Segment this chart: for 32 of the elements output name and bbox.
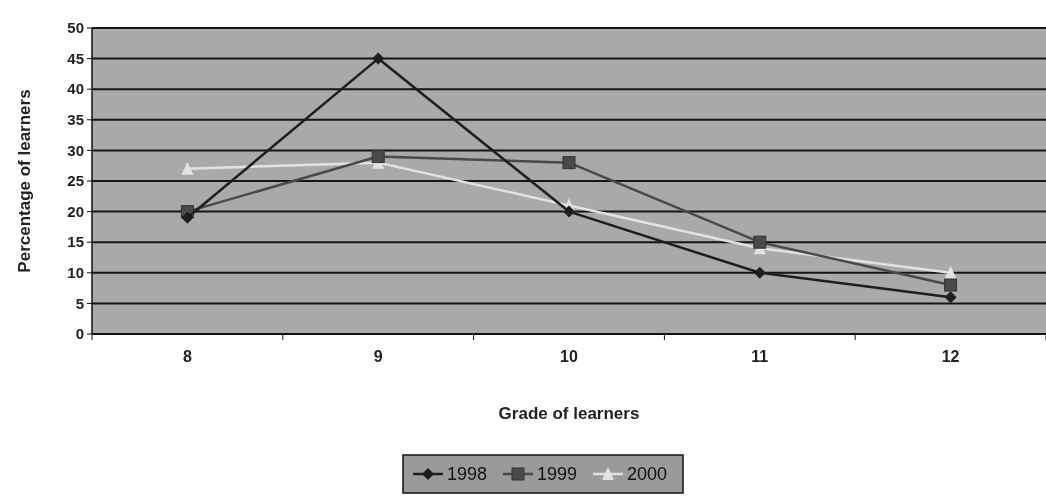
y-tick-label: 50 bbox=[67, 19, 84, 37]
x-axis-title: Grade of learners bbox=[498, 404, 640, 423]
x-tick-label: 11 bbox=[751, 348, 769, 365]
point bbox=[371, 150, 385, 164]
point bbox=[753, 266, 766, 279]
x-tick-label: 8 bbox=[182, 348, 192, 365]
y-axis-title: Percentage of learners bbox=[15, 89, 34, 273]
y-tick-label: 20 bbox=[67, 202, 84, 220]
point bbox=[372, 52, 385, 65]
y-tick-label: 35 bbox=[67, 111, 84, 129]
y-tick-label: 15 bbox=[67, 233, 84, 251]
point bbox=[944, 265, 957, 279]
point bbox=[944, 278, 958, 292]
point bbox=[181, 211, 194, 224]
y-tick-label: 10 bbox=[67, 264, 84, 282]
x-tick-label: 9 bbox=[373, 348, 383, 365]
y-tick-label: 40 bbox=[67, 80, 84, 98]
legend-label: 1999 bbox=[537, 464, 578, 485]
y-tick-label: 5 bbox=[75, 294, 84, 312]
point bbox=[944, 291, 957, 304]
y-tick-label: 30 bbox=[67, 141, 84, 159]
y-tick-label: 25 bbox=[67, 172, 84, 190]
y-tick-label: 0 bbox=[75, 325, 84, 343]
point bbox=[562, 156, 576, 170]
legend-label: 2000 bbox=[627, 464, 668, 485]
point bbox=[753, 235, 767, 249]
point bbox=[181, 161, 194, 175]
x-tick-label: 10 bbox=[560, 348, 578, 365]
point bbox=[563, 205, 575, 218]
legend-label: 1998 bbox=[447, 464, 488, 485]
y-tick-label: 45 bbox=[67, 49, 84, 67]
x-tick-label: 12 bbox=[941, 348, 960, 365]
